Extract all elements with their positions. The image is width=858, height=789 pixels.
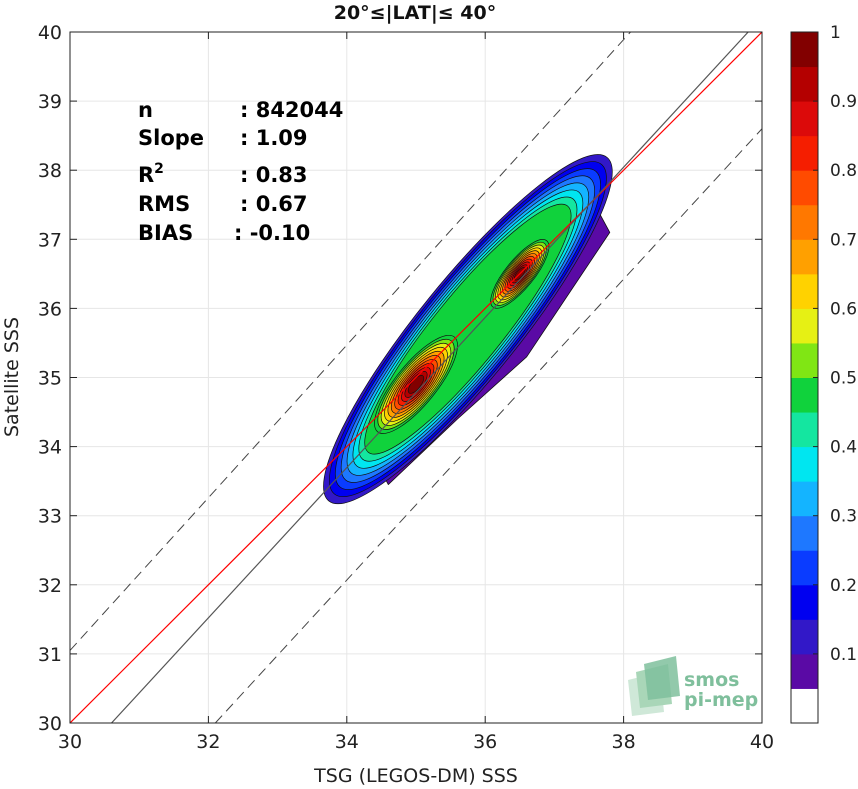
line-identity: [70, 32, 762, 723]
stat-value: : 842044: [240, 98, 343, 122]
line-upper-bound: [70, 32, 631, 651]
stat-label-text: RMS: [138, 192, 190, 216]
y-tick-label: 36: [38, 298, 62, 320]
y-tick-label: 34: [38, 437, 62, 459]
colorbar-swatch: [791, 101, 818, 137]
colorbar-swatch: [791, 653, 818, 689]
colorbar-swatch: [791, 66, 818, 102]
colorbar-swatch: [791, 204, 818, 240]
x-tick-label: 36: [473, 731, 497, 753]
logo-line2: pi-mep: [684, 689, 758, 711]
colorbar-tick-label: 0.6: [830, 299, 857, 319]
y-tick-label: 35: [38, 368, 62, 390]
colorbar-swatch: [791, 239, 818, 275]
x-tick-label: 40: [750, 731, 774, 753]
colorbar-swatch: [791, 135, 818, 171]
colorbar-swatch: [791, 377, 818, 413]
stat-label-text: Slope: [138, 126, 204, 150]
colorbar-tick-label: 0.7: [830, 230, 857, 250]
y-tick-label: 32: [38, 575, 62, 597]
colorbar-swatch: [791, 584, 818, 620]
stat-label: Slope: [138, 126, 204, 150]
colorbar-tick-label: 0.4: [830, 438, 857, 458]
stat-value: : 0.83: [240, 163, 308, 187]
y-tick-label: 40: [38, 22, 62, 44]
stat-label: n: [138, 98, 153, 122]
stat-label-text: BIAS: [138, 221, 193, 245]
x-tick-label: 32: [196, 731, 220, 753]
reference-lines: [70, 32, 762, 723]
y-tick-label: 30: [38, 713, 62, 735]
colorbar-tick-label: 0.2: [830, 576, 857, 596]
stat-label-text: n: [138, 98, 153, 122]
stat-label-text: R: [138, 163, 154, 187]
stat-label: RMS: [138, 192, 190, 216]
colorbar: 0.1 0.2 0.3 0.4 0.5 0.6 0.7 0.8 0.9 1: [790, 23, 857, 724]
colorbar-swatch: [791, 446, 818, 482]
logo-mark-icon: [628, 656, 680, 716]
colorbar-tick-label: 0.1: [830, 645, 857, 665]
stat-label: BIAS: [138, 221, 193, 245]
x-tick-label: 38: [612, 731, 636, 753]
line-regression: [111, 32, 749, 723]
stat-label: R2: [138, 161, 164, 187]
stats-box: n : 842044 Slope : 1.09 R2 : 0.83 RMS : 0.67 BIA…: [138, 98, 343, 245]
colorbar-tick-label: 1: [830, 23, 841, 43]
colorbar-swatch: [791, 550, 818, 586]
y-tick-label: 39: [38, 91, 62, 113]
y-tick-label: 38: [38, 160, 62, 182]
colorbar-tick-label: 0.8: [830, 161, 857, 181]
y-tick-label: 33: [38, 506, 62, 528]
colorbar-swatch: [791, 170, 818, 206]
stat-value: : -0.10: [234, 221, 310, 245]
line-lower-bound: [214, 128, 762, 723]
colorbar-swatch: [791, 412, 818, 448]
colorbar-tick-label: 0.5: [830, 369, 857, 389]
x-tick-label: 34: [335, 731, 359, 753]
colorbar-tick-label: 0.3: [830, 507, 857, 527]
colorbar-swatch: [791, 32, 818, 68]
colorbar-swatch: [791, 481, 818, 517]
y-tick-label: 37: [38, 229, 62, 251]
colorbar-swatch: [791, 619, 818, 655]
stat-superscript: 2: [154, 161, 164, 177]
colorbar-tick-label: 0.9: [830, 92, 857, 112]
colorbar-swatch: [791, 688, 818, 724]
y-axis-ticks: 30 31 32 33 34 35 36 37 38 39 40: [38, 22, 762, 735]
colorbar-swatch: [791, 273, 818, 309]
colorbar-swatch: [791, 342, 818, 378]
stat-value: : 1.09: [240, 126, 308, 150]
y-tick-label: 31: [38, 644, 62, 666]
colorbar-swatch: [791, 308, 818, 344]
x-tick-label: 30: [58, 731, 82, 753]
y-axis-label: Satellite SSS: [1, 317, 23, 437]
smos-pi-mep-logo: smos pi-mep: [628, 656, 758, 716]
x-axis-label: TSG (LEGOS-DM) SSS: [313, 765, 518, 787]
colorbar-swatch: [791, 515, 818, 551]
x-axis-ticks: 30 32 34 36 38 40: [58, 32, 774, 753]
chart-title: 20°≤|LAT|≤ 40°: [334, 2, 497, 24]
stat-value: : 0.67: [240, 192, 308, 216]
logo-line1: smos: [684, 669, 739, 691]
